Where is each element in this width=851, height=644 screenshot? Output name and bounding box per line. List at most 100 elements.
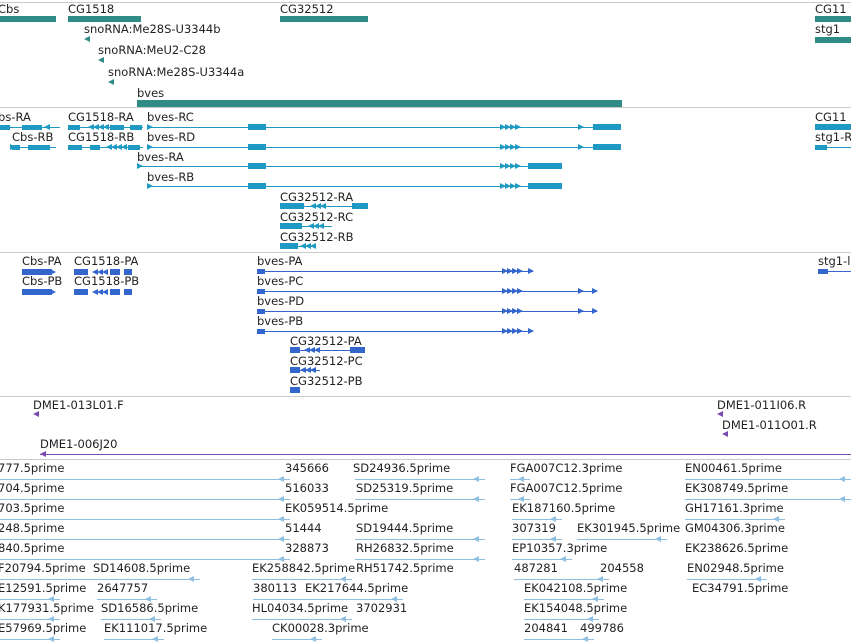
protein-track-label[interactable]: bves-PB <box>257 314 304 328</box>
est-track-label[interactable]: 2647757 <box>97 581 149 595</box>
gene-track-label[interactable]: CG32512 <box>280 2 334 16</box>
est-track-label[interactable]: 499786 <box>580 621 624 635</box>
feature-bar[interactable] <box>248 183 266 189</box>
feature-bar[interactable] <box>815 124 851 130</box>
feature-bar[interactable] <box>22 289 52 295</box>
est-track-label[interactable]: 307319 <box>512 521 556 535</box>
clone-track-label[interactable]: DME1-011O01.R <box>722 418 817 432</box>
feature-bar[interactable] <box>280 203 304 209</box>
transcript-track-label[interactable]: bves-RC <box>147 110 194 124</box>
est-track-label[interactable]: RH26832.5prime <box>356 541 454 555</box>
feature-bar[interactable] <box>528 183 562 189</box>
feature-bar[interactable] <box>257 309 265 314</box>
est-track-label[interactable]: 328873 <box>285 541 329 555</box>
est-track-label[interactable]: RH51742.5prime <box>356 561 454 575</box>
est-track-label[interactable]: SD16586.5prime <box>101 601 199 615</box>
gene-bar[interactable] <box>815 37 851 43</box>
est-track-label[interactable]: GH17161.3prime <box>685 501 784 515</box>
gene-bar[interactable] <box>68 16 141 22</box>
est-track-label[interactable]: 380113 <box>253 581 297 595</box>
est-track-label[interactable]: EC34791.5prime <box>692 581 789 595</box>
feature-bar[interactable] <box>22 125 42 130</box>
feature-bar[interactable] <box>74 289 88 295</box>
transcript-track-label[interactable]: CG11 <box>815 110 847 124</box>
est-track-label[interactable]: EK217644.5prime <box>305 581 409 595</box>
est-track-label[interactable]: EK059514.5prime <box>285 501 389 515</box>
feature-bar[interactable] <box>68 145 82 150</box>
est-track-label[interactable]: EK238626.5prime <box>685 541 789 555</box>
feature-bar[interactable] <box>74 269 88 275</box>
feature-bar[interactable] <box>257 289 265 294</box>
est-track-label[interactable]: EN02948.5prime <box>687 561 784 575</box>
feature-bar[interactable] <box>257 329 265 334</box>
gene-track-label[interactable]: snoRNA:Me28S-U3344b <box>84 22 221 36</box>
est-track-label[interactable]: 704.5prime <box>0 481 65 495</box>
est-track-label[interactable]: FGA007C12.3prime <box>510 461 623 475</box>
est-track-label[interactable]: 204841 <box>524 621 568 635</box>
est-track-label[interactable]: 204558 <box>600 561 644 575</box>
clone-track-label[interactable]: DME1-011I06.R <box>717 398 807 412</box>
est-track-label[interactable]: E57969.5prime <box>0 621 87 635</box>
feature-bar[interactable] <box>128 145 140 150</box>
transcript-track-label[interactable]: Cbs-RA <box>0 110 31 124</box>
est-track-label[interactable]: EK111017.5prime <box>104 621 208 635</box>
gene-track-label[interactable]: stg1 <box>815 22 841 36</box>
est-track-label[interactable]: 703.5prime <box>0 501 65 515</box>
est-track-label[interactable]: 248.5prime <box>0 521 65 535</box>
feature-bar[interactable] <box>280 243 298 249</box>
est-track-label[interactable]: EK187160.5prime <box>512 501 616 515</box>
gene-track-label[interactable]: CG11 <box>815 2 847 16</box>
protein-track-label[interactable]: CG1518-PA <box>74 254 139 268</box>
feature-bar[interactable] <box>248 124 266 130</box>
protein-track-label[interactable]: Cbs-PA <box>22 254 62 268</box>
gene-bar[interactable] <box>280 16 368 22</box>
gene-track-label[interactable]: Cbs <box>0 2 20 16</box>
est-track-label[interactable]: E12591.5prime <box>0 581 87 595</box>
est-track-label[interactable]: SD14608.5prime <box>93 561 191 575</box>
gene-track-label[interactable]: bves <box>137 86 165 100</box>
transcript-track-label[interactable]: CG1518-RB <box>68 130 135 144</box>
gene-track-label[interactable]: snoRNA:MeU2-C28 <box>98 43 206 57</box>
est-track-label[interactable]: F20794.5prime <box>0 561 86 575</box>
protein-track-label[interactable]: bves-PD <box>257 294 305 308</box>
feature-bar[interactable] <box>593 144 621 150</box>
feature-bar[interactable] <box>280 223 302 229</box>
gene-track-label[interactable]: snoRNA:Me28S-U3344a <box>108 65 245 79</box>
feature-bar[interactable] <box>528 163 562 169</box>
feature-bar[interactable] <box>290 347 300 353</box>
est-track-label[interactable]: 487281 <box>514 561 558 575</box>
protein-track-label[interactable]: CG1518-PB <box>74 274 140 288</box>
feature-bar[interactable] <box>130 125 142 130</box>
est-track-label[interactable]: FGA007C12.5prime <box>510 481 623 495</box>
est-track-label[interactable]: EK042108.5prime <box>524 581 628 595</box>
protein-track-label[interactable]: CG32512-PC <box>290 354 363 368</box>
protein-track-label[interactable]: stg1-l <box>818 254 851 268</box>
est-track-label[interactable]: 840.5prime <box>0 541 65 555</box>
est-track-label[interactable]: EP10357.3prime <box>512 541 608 555</box>
est-track-label[interactable]: CK00028.3prime <box>272 621 369 635</box>
est-track-label[interactable]: 516033 <box>285 481 329 495</box>
feature-bar[interactable] <box>124 289 132 295</box>
protein-track-label[interactable]: CG32512-PB <box>290 374 363 388</box>
est-track-label[interactable]: 3702931 <box>356 601 408 615</box>
feature-bar[interactable] <box>124 269 132 275</box>
protein-track-label[interactable]: bves-PA <box>257 254 303 268</box>
gene-bar[interactable] <box>0 16 56 22</box>
protein-track-label[interactable]: bves-PC <box>257 274 304 288</box>
feature-bar[interactable] <box>22 269 52 275</box>
transcript-track-label[interactable]: Cbs-RB <box>12 130 54 144</box>
est-track-label[interactable]: EN00461.5prime <box>685 461 782 475</box>
gene-bar[interactable] <box>137 100 622 107</box>
feature-bar[interactable] <box>110 125 124 130</box>
feature-bar[interactable] <box>352 203 368 209</box>
gene-bar[interactable] <box>815 16 851 22</box>
est-track-label[interactable]: EK308749.5prime <box>685 481 789 495</box>
feature-bar[interactable] <box>257 269 265 274</box>
transcript-track-label[interactable]: CG32512-RC <box>280 210 354 224</box>
transcript-track-label[interactable]: bves-RA <box>137 150 184 164</box>
feature-bar[interactable] <box>248 163 266 169</box>
transcript-track-label[interactable]: CG32512-RA <box>280 190 354 204</box>
gene-track-label[interactable]: CG1518 <box>68 2 115 16</box>
est-track-label[interactable]: SD24936.5prime <box>353 461 451 475</box>
feature-bar[interactable] <box>350 347 365 353</box>
